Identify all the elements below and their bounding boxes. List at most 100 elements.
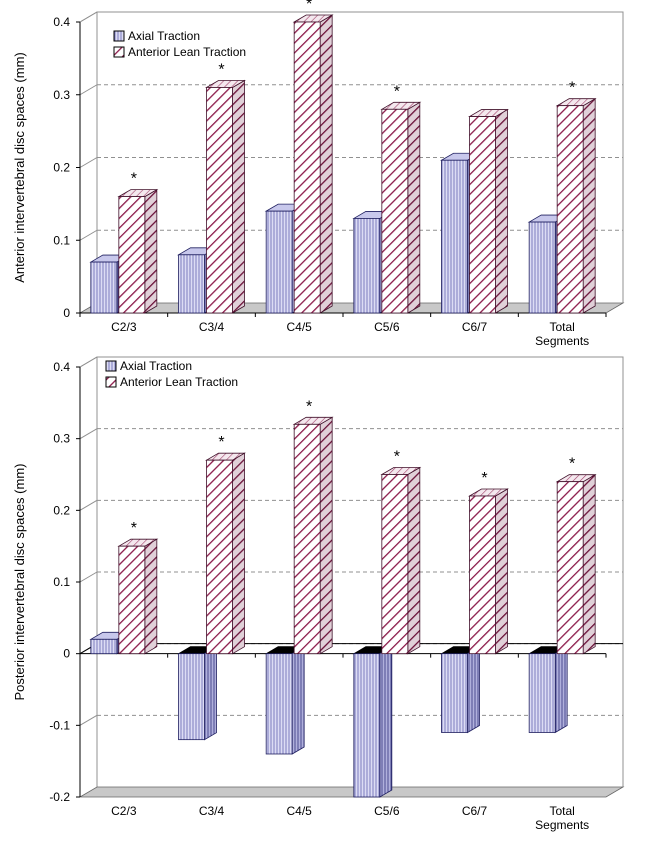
- x-tick-label: C4/5: [286, 320, 312, 334]
- bar-front: [178, 254, 205, 314]
- significance-asterisk: *: [394, 449, 400, 466]
- significance-asterisk: *: [218, 434, 224, 451]
- legend-label: Anterior Lean Traction: [128, 45, 246, 59]
- bar-front: [90, 638, 118, 655]
- bar-front: [293, 21, 321, 314]
- gridline-depth: [79, 714, 98, 726]
- chart-panel-2: -0.2 -0.1 0 0.1 0.2 0.3 0.4 * * * * * * C2/3 C3/4 C4/5 C…: [12, 356, 625, 832]
- bar-front: [118, 196, 146, 314]
- bar-front: [353, 653, 381, 798]
- wall-top-depth: [79, 356, 98, 368]
- legend-swatch-lean: [105, 376, 117, 388]
- bar-axial-traction: [264, 645, 306, 755]
- legend: Axial Traction Anterior Lean Traction: [105, 359, 238, 389]
- legend-label: Axial Traction: [120, 359, 192, 373]
- bar-anterior-lean-traction: [292, 416, 334, 655]
- back-wall: [96, 356, 624, 787]
- bar-front: [441, 159, 468, 314]
- significance-asterisk: *: [569, 80, 575, 97]
- bar-side: [407, 466, 421, 655]
- y-tick-label: 0.2: [53, 503, 70, 517]
- significance-asterisk: *: [306, 398, 312, 415]
- bar-side: [554, 645, 568, 734]
- bar-anterior-lean-traction: [380, 101, 422, 314]
- bar-side: [495, 108, 508, 314]
- y-tick-label: -0.1: [49, 718, 70, 732]
- x-tick-label-line: Total: [549, 804, 574, 818]
- bar-front: [556, 481, 584, 655]
- bar-side: [495, 488, 508, 655]
- significance-asterisk: *: [218, 61, 224, 78]
- legend: Axial Traction Anterior Lean Traction: [113, 29, 246, 59]
- bar-front: [265, 653, 293, 755]
- bar-front: [381, 108, 409, 314]
- bar-anterior-lean-traction: [555, 473, 597, 655]
- gridline-depth: [79, 84, 98, 96]
- bar-side: [204, 645, 217, 741]
- bar-front: [265, 210, 293, 314]
- x-tick-label: C5/6: [374, 320, 400, 334]
- bar-anterior-lean-traction: [205, 452, 246, 655]
- y-tick-label: 0.3: [53, 88, 70, 102]
- y-tick-label: 0.4: [53, 15, 70, 29]
- y-tick-labels: 0 0.1 0.2 0.3 0.4: [53, 15, 80, 320]
- gridline-depth: [79, 229, 98, 241]
- y-tick-label: 0.2: [53, 161, 70, 175]
- legend-swatch-axial: [105, 360, 117, 372]
- bar-anterior-lean-traction: [555, 97, 597, 314]
- bar-axial-traction: [440, 645, 481, 734]
- significance-asterisk: *: [306, 0, 312, 13]
- y-tick-label: -0.2: [49, 790, 70, 804]
- significance-asterisk: *: [569, 456, 575, 473]
- bar-front: [118, 545, 146, 655]
- y-tick-label: 0.3: [53, 432, 70, 446]
- bar-front: [469, 495, 496, 655]
- significance-asterisk: *: [394, 83, 400, 100]
- bar-axial-traction: [352, 645, 394, 798]
- bar-side: [319, 416, 333, 655]
- bar-front: [556, 105, 584, 314]
- x-tick-label-line: Total: [549, 320, 574, 334]
- bar-side: [232, 79, 245, 314]
- significance-asterisk: *: [131, 171, 137, 188]
- bar-side: [319, 14, 333, 314]
- bar-side: [582, 473, 596, 655]
- x-tick-label: C4/5: [286, 804, 312, 818]
- bar-front: [206, 87, 233, 314]
- chart-panel-1: 0 0.1 0.2 0.3 0.4 * * * * * C2/3 C3/4 C4/5 C5/6 C6/7 To…: [12, 0, 625, 348]
- x-tick-label: C2/3: [111, 804, 137, 818]
- gridline-depth: [79, 428, 98, 440]
- bar-anterior-lean-traction: [468, 108, 509, 314]
- y-tick-label: 0.1: [53, 575, 70, 589]
- bar-side: [144, 538, 158, 655]
- y-axis-label: Anterior intervertebral disc spaces (mm): [12, 52, 27, 282]
- floor: [78, 786, 625, 798]
- bar-front: [90, 261, 118, 314]
- x-tick-label: C6/7: [462, 320, 488, 334]
- x-tick-label-line: Segments: [535, 334, 589, 348]
- wall-top-depth: [79, 11, 98, 23]
- bar-anterior-lean-traction: [117, 188, 159, 314]
- bar-axial-traction: [527, 645, 569, 734]
- bar-anterior-lean-traction: [205, 79, 246, 314]
- y-tick-label: 0.1: [53, 233, 70, 247]
- x-tick-label: C2/3: [111, 320, 137, 334]
- bar-anterior-lean-traction: [380, 466, 422, 655]
- bar-front: [293, 423, 321, 655]
- legend-swatch-lean: [113, 46, 125, 58]
- x-tick-label: C3/4: [199, 320, 225, 334]
- y-tick-label: 0: [63, 306, 70, 320]
- legend-swatch-axial: [113, 30, 125, 42]
- gridline-depth: [79, 499, 98, 511]
- bars: * * * * *: [89, 0, 597, 314]
- bar-front: [469, 116, 496, 314]
- x-tick-label: Total Segments: [535, 804, 589, 832]
- bar-anterior-lean-traction: [468, 488, 509, 655]
- y-tick-label: 0: [63, 647, 70, 661]
- bar-anterior-lean-traction: [292, 14, 334, 314]
- legend-label: Anterior Lean Traction: [120, 375, 238, 389]
- x-tick-label: C6/7: [462, 804, 488, 818]
- x-tick-label: C5/6: [374, 804, 400, 818]
